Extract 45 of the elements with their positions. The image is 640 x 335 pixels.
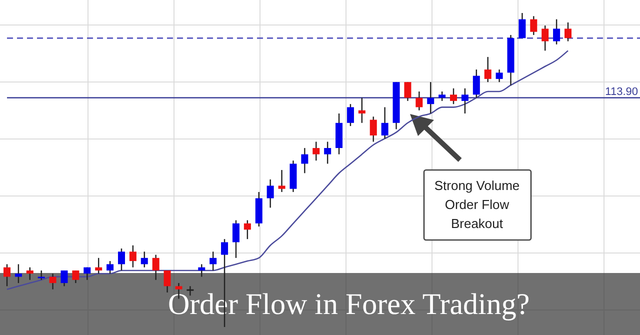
- candlestick: [60, 270, 68, 287]
- candlestick: [38, 270, 45, 280]
- candlestick: [266, 178, 274, 208]
- candlestick: [312, 141, 320, 162]
- candlestick: [301, 147, 308, 174]
- candlestick: [553, 18, 560, 45]
- candlestick: [518, 12, 526, 39]
- candlestick: [530, 16, 538, 36]
- text: Order Flow in Forex Trading?: [168, 288, 530, 321]
- candlestick: [564, 22, 572, 42]
- candlestick: [484, 56, 492, 83]
- candlestick: [416, 90, 423, 111]
- candlestick: [84, 266, 91, 280]
- candlestick: [324, 141, 332, 164]
- candlestick: [14, 264, 22, 284]
- candlestick: [358, 97, 366, 124]
- annotation: Strong Volume Order Flow Breakout: [434, 178, 520, 231]
- candlestick: [438, 90, 446, 102]
- candlestick: [49, 273, 56, 290]
- candlestick: [496, 68, 503, 83]
- candlestick: [95, 257, 102, 274]
- candlestick: [152, 254, 160, 280]
- text: 113.90: [605, 86, 638, 98]
- candlestick: [140, 251, 148, 268]
- candlestick: [210, 251, 217, 272]
- candlestick: [232, 220, 240, 259]
- candlestick: [118, 248, 125, 272]
- candlestick: [198, 264, 206, 278]
- candlestick: [129, 244, 136, 268]
- candlestick: [164, 270, 171, 294]
- candlestick: [244, 220, 251, 240]
- candlestick: [370, 116, 377, 142]
- candlestick: [72, 270, 80, 284]
- candlestick: [4, 264, 10, 287]
- candlestick: [461, 88, 468, 114]
- candlestick: [346, 103, 354, 127]
- candlestick: [381, 106, 388, 140]
- candlestick: [542, 24, 549, 52]
- candlestick: [427, 81, 434, 114]
- candlestick: [404, 81, 412, 102]
- candlestick: [472, 68, 480, 98]
- candlestick: [450, 88, 458, 105]
- candlestick: [26, 266, 34, 280]
- candlestick: [106, 260, 114, 274]
- candlestick: [278, 169, 286, 193]
